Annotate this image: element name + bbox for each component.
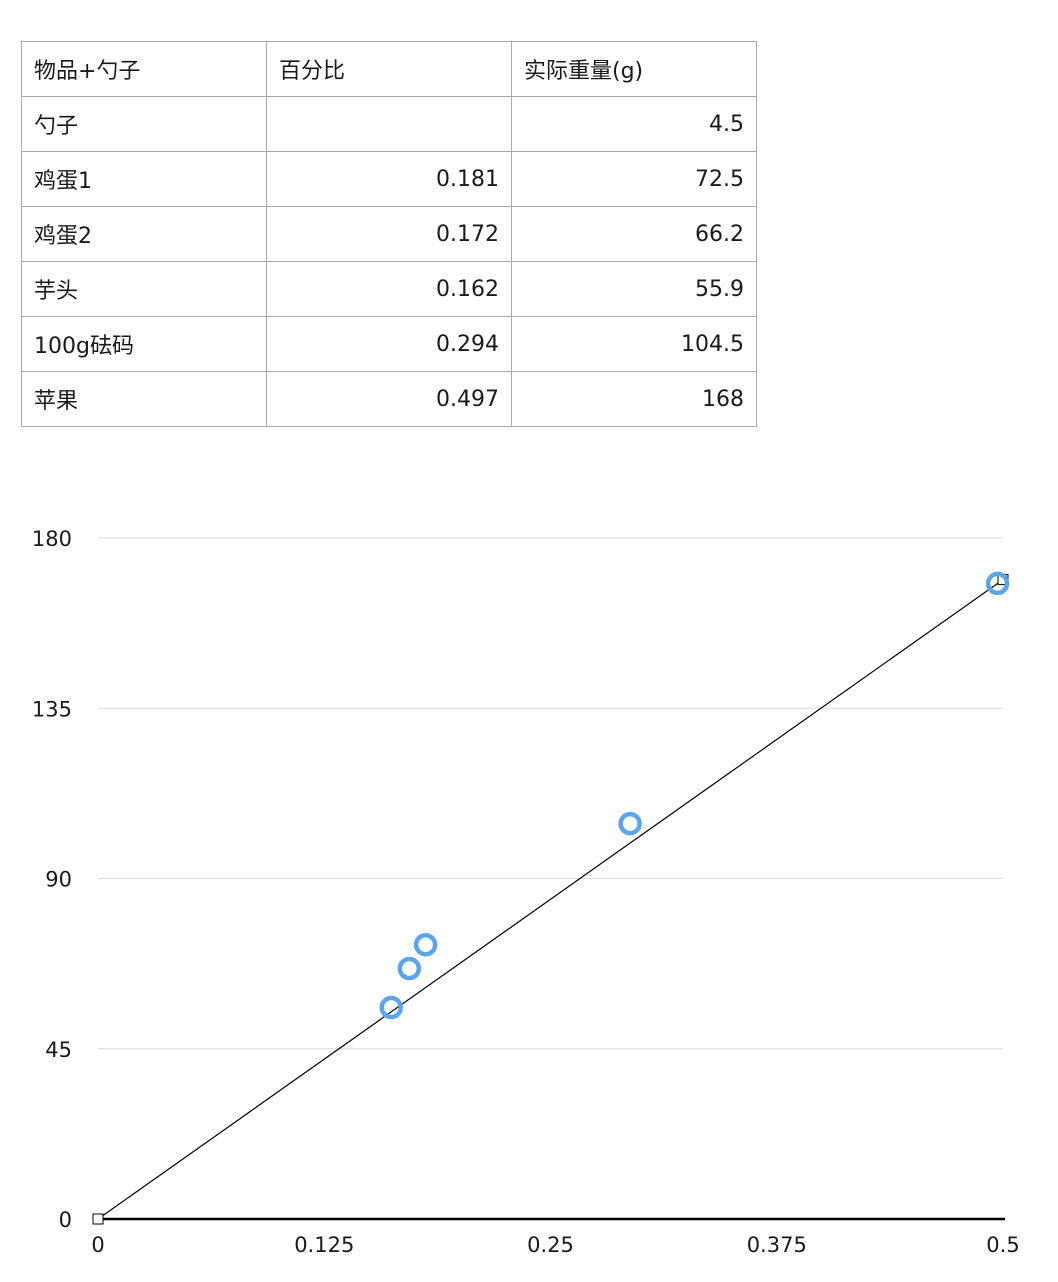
trendline-line xyxy=(97,579,1004,1220)
table-header-cell: 物品+勺子 xyxy=(21,41,267,97)
grid-lines xyxy=(98,537,1003,1050)
data-points xyxy=(379,571,1010,1020)
table-cell: 0.181 xyxy=(266,151,512,207)
data-point xyxy=(985,571,1010,596)
table-cell: 芋头 xyxy=(21,261,267,317)
x-tick-label: 0.375 xyxy=(747,1233,807,1257)
table-row: 100g砝码 0.294 104.5 xyxy=(21,316,757,372)
data-point xyxy=(397,956,422,981)
table-cell: 0.162 xyxy=(266,261,512,317)
data-table: 物品+勺子 百分比 实际重量(g) 勺子 4.5 鸡蛋1 0.181 72.5 鸡蛋2 0.172… xyxy=(21,41,757,427)
x-tick-label: 0.125 xyxy=(294,1233,354,1257)
table-header-cell: 实际重量(g) xyxy=(511,41,757,97)
table-cell: 鸡蛋2 xyxy=(21,206,267,262)
table-cell: 0.294 xyxy=(266,316,512,372)
y-tick-label: 180 xyxy=(32,527,72,551)
x-tick-label: 0.5 xyxy=(986,1233,1019,1257)
y-tick-label: 135 xyxy=(32,697,72,721)
y-tick-label: 0 xyxy=(59,1208,72,1232)
data-point xyxy=(379,995,403,1020)
table-row: 苹果 0.497 168 xyxy=(21,371,757,427)
table-cell: 168 xyxy=(511,371,757,427)
table-header-row: 物品+勺子 百分比 实际重量(g) xyxy=(21,41,757,97)
trendline-endpoint-handle xyxy=(92,1213,104,1225)
table-cell: 鸡蛋1 xyxy=(21,151,267,207)
table-cell: 4.5 xyxy=(511,96,757,152)
tick-labels: 0 45 90 135 180 0 0.125 0.25 0.375 0.5 xyxy=(32,527,1020,1257)
y-tick-label: 90 xyxy=(45,868,72,892)
x-tick-label: 0 xyxy=(91,1233,104,1257)
table-cell: 100g砝码 xyxy=(21,316,267,372)
trendline xyxy=(92,574,1009,1225)
table-row: 鸡蛋1 0.181 72.5 xyxy=(21,151,757,207)
y-tick-label: 45 xyxy=(45,1038,72,1062)
data-point xyxy=(618,811,642,836)
data-point xyxy=(413,932,438,957)
table-cell: 72.5 xyxy=(511,151,757,207)
table-cell: 66.2 xyxy=(511,206,757,262)
table-cell: 苹果 xyxy=(21,371,267,427)
table-row: 鸡蛋2 0.172 66.2 xyxy=(21,206,757,262)
table-header-cell: 百分比 xyxy=(266,41,512,97)
table-row: 芋头 0.162 55.9 xyxy=(21,261,757,317)
x-tick-label: 0.25 xyxy=(527,1233,574,1257)
table-cell: 0.497 xyxy=(266,371,512,427)
